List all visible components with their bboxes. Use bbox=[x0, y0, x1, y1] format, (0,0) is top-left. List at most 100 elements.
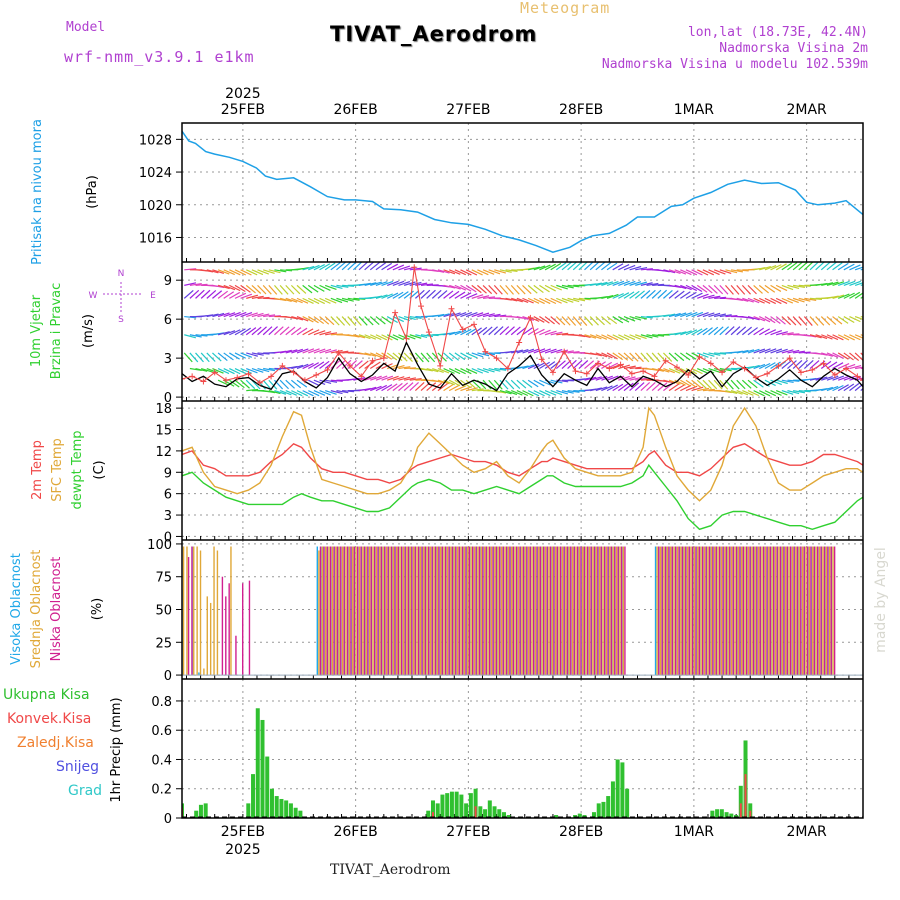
wind-barb bbox=[398, 366, 411, 370]
wind-barb bbox=[223, 291, 235, 299]
wind-barb bbox=[336, 297, 349, 303]
wind-barb bbox=[189, 334, 202, 338]
wind-barb bbox=[815, 352, 828, 356]
wind-barb bbox=[488, 284, 498, 295]
wind-barb bbox=[516, 348, 529, 354]
wind-barb bbox=[291, 327, 302, 336]
wind-barb bbox=[764, 297, 776, 305]
wind-barb bbox=[612, 316, 624, 324]
wind-gust-marker bbox=[335, 349, 342, 356]
wind-barb bbox=[527, 284, 538, 294]
wind-barb bbox=[606, 280, 619, 286]
wind-barb bbox=[747, 297, 760, 304]
elevation-label: Nadmorska Visina 2m bbox=[719, 41, 868, 56]
wind-barb bbox=[217, 352, 228, 362]
wind-barb bbox=[781, 360, 792, 369]
wind-barb bbox=[443, 352, 453, 362]
wind-barb bbox=[465, 367, 478, 375]
wind-barb bbox=[437, 367, 450, 374]
wind-barb bbox=[849, 316, 861, 323]
wind-barb bbox=[550, 297, 562, 304]
wind-barb bbox=[612, 334, 624, 341]
wind-barb bbox=[285, 315, 298, 320]
wind-barb bbox=[493, 379, 503, 390]
wind-barb bbox=[702, 312, 715, 318]
wind-gust-marker bbox=[268, 373, 275, 380]
wind-barb bbox=[742, 297, 754, 303]
wind-barb bbox=[223, 367, 235, 375]
wind-barb bbox=[499, 390, 512, 395]
wind-barb bbox=[330, 284, 343, 289]
wind-barb bbox=[849, 382, 860, 392]
wind-barb bbox=[612, 263, 624, 271]
wind-barb bbox=[747, 390, 760, 397]
wind-barb bbox=[702, 294, 715, 299]
wind-barb bbox=[279, 297, 292, 302]
wind-barb bbox=[567, 297, 580, 303]
wind-barb bbox=[601, 334, 613, 341]
wind-barb bbox=[770, 379, 782, 386]
wind-barb bbox=[392, 365, 405, 370]
wind-barb bbox=[313, 379, 326, 386]
precip-axis-label: 1hr Precip (mm) bbox=[109, 697, 124, 802]
wind-barb bbox=[691, 292, 703, 299]
wind-barb bbox=[432, 379, 445, 384]
precip-total-bar bbox=[468, 793, 473, 818]
wind-barb bbox=[200, 367, 213, 373]
wind-barb bbox=[713, 379, 723, 390]
wind-barb bbox=[482, 284, 493, 295]
precip-total-bar bbox=[464, 803, 469, 818]
wind-barb bbox=[229, 291, 241, 299]
wind-barb bbox=[595, 281, 608, 286]
wind-barb bbox=[561, 360, 572, 369]
precip-legend-item: Snijeg bbox=[56, 759, 99, 775]
wind-barb bbox=[274, 297, 287, 302]
wind-barb bbox=[341, 262, 352, 271]
wind-barb bbox=[809, 316, 819, 326]
wind-barb bbox=[195, 367, 208, 372]
precip-total-bar bbox=[198, 804, 203, 818]
wind-barb bbox=[843, 375, 856, 381]
wind-barb bbox=[567, 351, 580, 354]
wind-gust-marker bbox=[189, 373, 196, 380]
wind-barb bbox=[837, 352, 849, 360]
wind-barb bbox=[381, 352, 393, 360]
wind-barb bbox=[212, 367, 224, 374]
wind-barb bbox=[555, 316, 566, 326]
wind-gust-marker bbox=[516, 339, 523, 346]
wind-barb bbox=[747, 284, 757, 295]
precip-total-bar bbox=[615, 759, 620, 818]
wind-barb bbox=[330, 262, 341, 271]
wind-barb bbox=[324, 297, 337, 304]
wind-barb bbox=[522, 379, 533, 388]
wind-barb bbox=[477, 312, 490, 318]
wind-barb bbox=[183, 352, 193, 363]
wind-barb bbox=[494, 269, 507, 274]
y-tick-label: 25 bbox=[155, 636, 172, 651]
wind-barb bbox=[505, 297, 518, 302]
wind-barb bbox=[460, 367, 472, 375]
wind-barb bbox=[409, 378, 422, 381]
wind-barb bbox=[635, 281, 647, 286]
wind-barb bbox=[325, 390, 337, 395]
wind-barb bbox=[448, 367, 461, 375]
wind-gust-marker bbox=[775, 362, 782, 369]
wind-gust-marker bbox=[843, 365, 850, 372]
wind-barb bbox=[849, 280, 861, 286]
wind-barb bbox=[798, 262, 809, 271]
wind-barb bbox=[324, 316, 335, 326]
wind-barb bbox=[668, 312, 681, 318]
wind-barb bbox=[262, 379, 272, 390]
wind-barb bbox=[522, 315, 535, 321]
wind-barb bbox=[747, 348, 760, 354]
precip-total-bar bbox=[625, 788, 630, 818]
precip-total-bar bbox=[288, 803, 293, 818]
wind-barb bbox=[403, 352, 413, 362]
wind-barb bbox=[347, 359, 357, 369]
wind-barb bbox=[364, 262, 375, 271]
wind-barb bbox=[618, 375, 630, 381]
wind-barb bbox=[375, 352, 387, 359]
wind-barb bbox=[595, 386, 608, 392]
wind-barb bbox=[229, 311, 241, 318]
